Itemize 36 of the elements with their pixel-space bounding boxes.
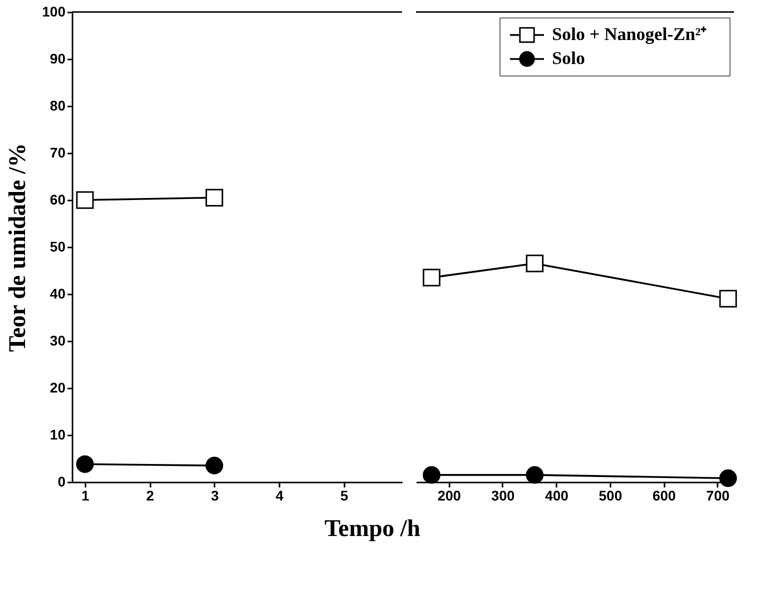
x-axis-title: Tempo /h [324,516,420,542]
point [206,456,224,474]
legend-label: Solo + Nanogel-Zn²⁺ [552,24,707,44]
y-tick-label: 70 [50,144,66,160]
y-tick-label: 100 [42,4,66,20]
x-tick-label: 400 [545,488,569,504]
y-tick-label: 90 [50,50,66,66]
point [76,191,94,209]
point [422,268,440,286]
x-tick-label: 600 [652,488,676,504]
point [526,466,544,484]
point [76,455,94,473]
x-tick-label: 5 [340,488,348,504]
y-tick-label: 30 [50,332,66,348]
x-tick-label: 500 [598,488,622,504]
legend-label: Solo [552,48,586,68]
x-tick-label: 1 [82,488,90,504]
x-tick-label: 300 [491,488,515,504]
x-tick-label: 700 [706,488,730,504]
point [526,254,544,272]
point [719,469,737,488]
y-tick-label: 80 [50,98,66,114]
y-tick-label: 50 [50,238,66,254]
y-tick-label: 40 [50,286,66,302]
x-tick-label: 4 [276,488,284,504]
point [422,466,440,484]
x-tick-label: 2 [146,488,154,504]
y-tick-label: 20 [50,380,66,396]
x-tick-label: 3 [210,488,219,504]
x-tick-label: 200 [438,488,462,504]
point [206,188,224,206]
y-axis-title: Teor de umidade /% [5,143,32,352]
y-tick-label: 0 [58,474,66,490]
point [719,290,737,308]
y-tick-label: 60 [50,192,66,208]
y-tick-label: 10 [50,426,66,442]
